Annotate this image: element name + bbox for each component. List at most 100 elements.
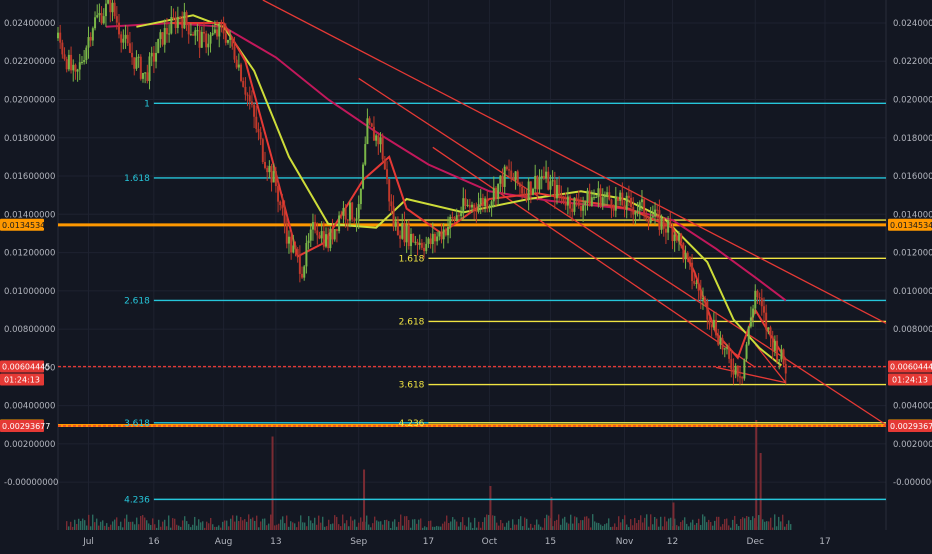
candle-body: [497, 183, 500, 199]
candle-body: [616, 196, 619, 201]
candle-body: [691, 262, 694, 282]
candle-body: [412, 233, 415, 243]
volume-bar: [416, 523, 418, 530]
volume-bar: [318, 515, 320, 530]
volume-bar: [116, 517, 118, 530]
volume-bar: [310, 520, 312, 530]
volume-bar: [156, 527, 158, 530]
badge-left-timer: [0, 373, 44, 386]
candle-body: [351, 202, 354, 220]
volume-bar: [582, 520, 584, 530]
candle-body: [754, 290, 757, 309]
volume-bar: [194, 516, 196, 530]
volume-bar: [624, 515, 626, 530]
volume-bar: [708, 519, 710, 530]
candle-body: [264, 161, 266, 168]
volume-bar: [590, 527, 592, 530]
candle-body: [316, 230, 319, 236]
candle-body: [664, 228, 667, 233]
level-label: 4.236: [399, 419, 425, 429]
trendline: [432, 146, 756, 368]
candle-body: [558, 184, 561, 195]
volume-bar: [742, 517, 744, 530]
badge-left-countdown: 01:24:13: [4, 376, 40, 385]
volume-bar: [420, 518, 422, 530]
volume-bar: [294, 523, 296, 530]
candle-body: [111, 2, 114, 13]
y-tick-label-right: 0.01800000: [893, 134, 932, 144]
volume-bar: [90, 526, 92, 530]
candle-body: [392, 206, 395, 227]
volume-bar: [68, 526, 70, 530]
y-tick-label-right: 0.00400000: [893, 402, 932, 412]
candle-body: [357, 204, 360, 219]
candle-body: [303, 266, 306, 278]
candle-body: [189, 34, 192, 36]
candle-body: [290, 236, 293, 253]
candle-body: [192, 34, 195, 36]
candle-body: [157, 39, 160, 53]
volume-bar: [572, 523, 574, 530]
trendlines[interactable]: [262, 0, 887, 426]
volume-bar: [500, 519, 502, 530]
volume-bar: [216, 526, 218, 530]
volume-bar: [158, 519, 160, 530]
volume-bar: [450, 521, 452, 530]
candle-body: [656, 209, 659, 211]
candle-body: [76, 69, 79, 72]
candle-body: [268, 165, 271, 173]
moving-average-line: [105, 21, 787, 302]
volume-bar: [98, 525, 100, 530]
volume-bar: [172, 518, 174, 530]
candle-body: [566, 196, 569, 206]
level-label: 2.618: [124, 296, 150, 306]
volume-bar: [72, 526, 74, 530]
volume-bar: [188, 524, 190, 530]
candle-body: [538, 178, 541, 190]
candle-body: [279, 201, 282, 206]
volume-bar: [460, 522, 462, 530]
volume-bar: [144, 517, 146, 530]
candle-body: [603, 195, 606, 198]
candle-body: [333, 229, 336, 240]
candle-body: [758, 297, 761, 299]
volume-bar: [346, 520, 348, 530]
volume-bar: [226, 520, 228, 530]
candle-body: [658, 210, 661, 230]
candle-body: [431, 233, 434, 245]
volume-bar: [322, 516, 324, 530]
candle-body: [144, 72, 147, 74]
volume-bar: [596, 522, 598, 530]
candle-body: [429, 238, 432, 245]
volume-bar: [700, 524, 702, 530]
volume-bar: [610, 527, 612, 530]
candle-body: [704, 298, 707, 301]
y-tick-label-right: 0.02200000: [893, 57, 932, 67]
volume-bar: [206, 521, 208, 530]
volume-bar: [768, 521, 770, 530]
volume-bar: [204, 527, 206, 530]
volume-bar: [228, 526, 230, 530]
volume-bar: [96, 518, 98, 530]
volume-bar: [394, 519, 396, 530]
volume-bar: [120, 521, 122, 530]
volume-bar: [484, 517, 486, 530]
volume-bar: [386, 519, 388, 530]
volume-bar: [714, 520, 716, 530]
candle-body: [780, 349, 783, 360]
volume-bar: [734, 515, 736, 530]
candle-body: [510, 170, 513, 178]
volume-bar: [78, 518, 80, 530]
y-tick-label-left: 0.02400000: [4, 19, 55, 29]
volume-bar: [536, 519, 538, 530]
candle-body: [375, 135, 378, 141]
volume-bar: [212, 524, 214, 530]
volume-bar: [566, 522, 568, 530]
volume-bar: [324, 526, 326, 530]
volume-bar: [618, 516, 620, 530]
candle-body: [420, 242, 423, 248]
grid: [57, 0, 887, 530]
volume-bar: [122, 527, 124, 530]
